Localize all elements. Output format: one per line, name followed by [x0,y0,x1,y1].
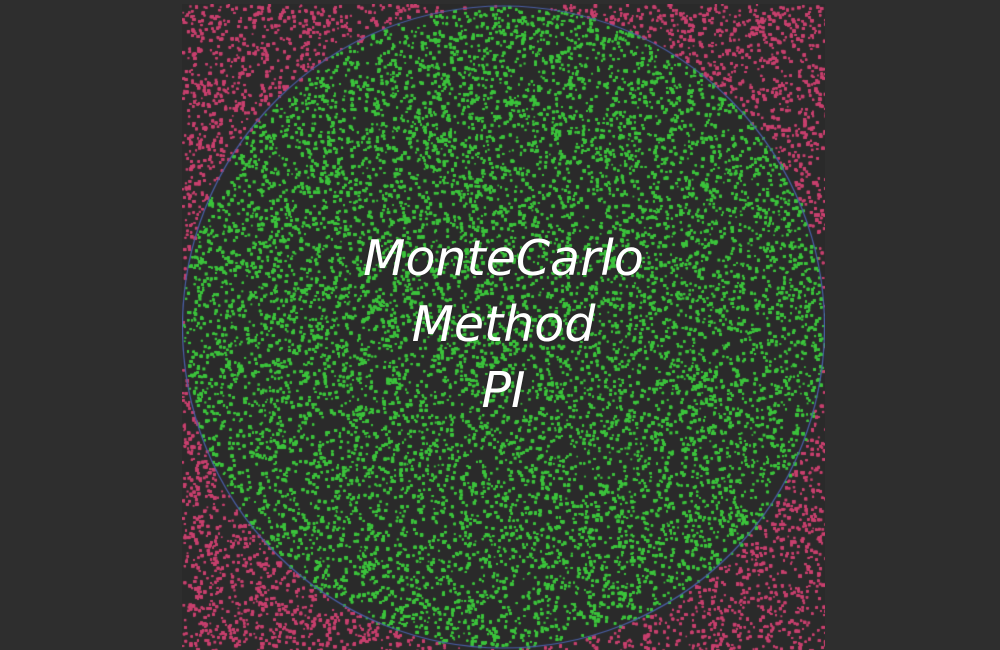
caption-line-2: Method [411,296,596,353]
caption: MonteCarlo Method PI [182,226,825,424]
caption-line-1: MonteCarlo [363,230,644,287]
caption-line-3: PI [481,362,526,419]
random-points-scatter [182,4,825,650]
monte-carlo-plot [182,4,825,650]
